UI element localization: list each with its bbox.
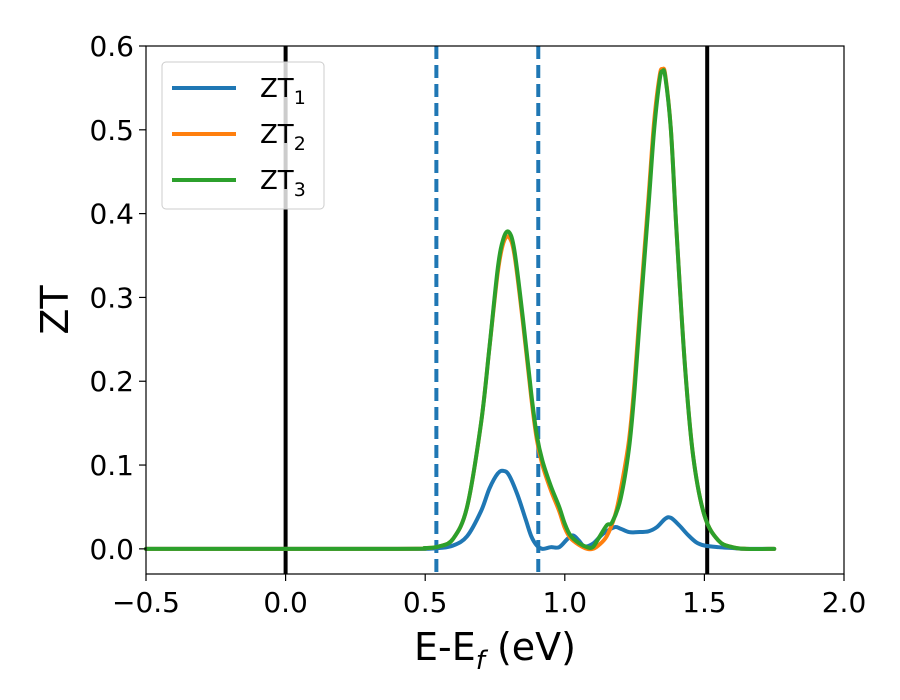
y-tick-label: 0.5	[89, 114, 134, 147]
y-axis-ticks: 0.0 0.1 0.2 0.3 0.4 0.5 0.6	[89, 30, 146, 566]
x-tick-label: 2.0	[822, 586, 867, 619]
x-tick-label: 0.5	[403, 586, 448, 619]
series-lines	[144, 66, 777, 552]
legend: ZT1 ZT2 ZT3	[161, 61, 325, 210]
y-tick-label: 0.1	[89, 449, 134, 482]
y-tick-label: 0.0	[89, 533, 134, 566]
y-tick-label: 0.3	[89, 281, 134, 314]
x-tick-label: 1.5	[682, 586, 727, 619]
x-axis-title: E-Ef (eV)	[414, 625, 576, 676]
series-line-zt1	[144, 468, 777, 551]
x-axis-title-unit: (eV)	[485, 625, 576, 669]
legend-label-3: ZT3	[260, 166, 306, 201]
y-tick-label: 0.2	[89, 365, 134, 398]
y-axis-title: ZT	[33, 285, 77, 335]
x-tick-label: 0.0	[263, 586, 308, 619]
x-tick-label: −0.5	[112, 586, 180, 619]
y-tick-label: 0.6	[89, 30, 134, 63]
y-tick-label: 0.4	[89, 198, 134, 231]
series-line-zt3	[144, 68, 777, 551]
legend-label-2: ZT2	[260, 120, 306, 155]
x-tick-label: 1.0	[543, 586, 588, 619]
legend-label-1: ZT1	[260, 74, 306, 109]
x-axis-ticks: −0.5 0.0 0.5 1.0 1.5 2.0	[112, 574, 866, 619]
x-axis-title-main: E-E	[414, 625, 476, 669]
plot-frame	[145, 45, 845, 575]
legend-box	[161, 61, 325, 210]
